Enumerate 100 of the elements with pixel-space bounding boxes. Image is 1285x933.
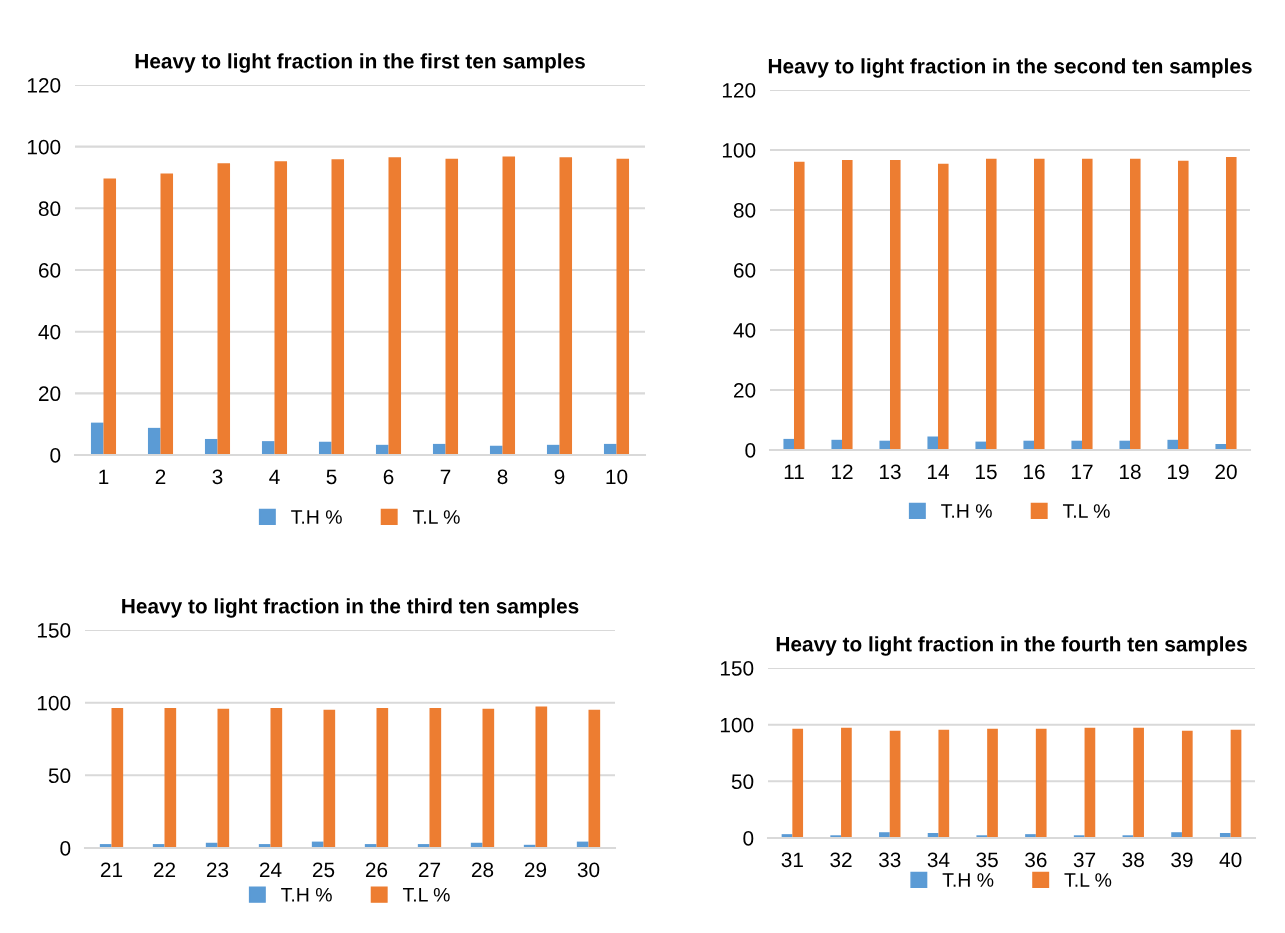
bar	[546, 444, 560, 455]
x-tick-label: 40	[1219, 852, 1242, 868]
x-tick-label: 7	[440, 469, 451, 484]
bar	[445, 158, 459, 455]
bar	[588, 709, 601, 848]
x-tick-label: 2	[155, 469, 166, 484]
y-tick-label: 0	[743, 831, 754, 846]
x-tick-label: 16	[1024, 464, 1045, 480]
x-tick-label: 3	[212, 469, 223, 485]
bar	[938, 163, 949, 450]
bar	[1167, 439, 1178, 450]
legend-label: T.L %	[412, 510, 460, 524]
x-tick-label: 25	[312, 862, 335, 878]
y-tick-label: 40	[733, 323, 756, 338]
bar	[831, 439, 842, 450]
y-tick-label: 80	[733, 203, 756, 218]
chart-title: Heavy to light fraction in the fourth ten samples	[776, 636, 1247, 656]
bar	[842, 159, 853, 450]
bar	[90, 422, 104, 455]
x-tick-label: 24	[259, 862, 282, 877]
bar	[986, 158, 997, 450]
bar	[889, 730, 901, 838]
y-tick-label: 0	[745, 443, 756, 458]
x-tick-label: 10	[606, 469, 628, 485]
x-tick-label: 32	[830, 852, 852, 868]
chart-title: Heavy to light fraction in the first ten samples	[135, 53, 585, 73]
bar	[1226, 156, 1237, 450]
bar	[261, 441, 275, 455]
x-tick-label: 22	[153, 862, 176, 877]
x-tick-label: 20	[1215, 464, 1237, 480]
chart-title: Heavy to light fraction in the third ten samples	[122, 598, 579, 618]
bar	[616, 158, 630, 455]
x-tick-label: 12	[832, 464, 853, 479]
bar	[323, 709, 336, 848]
bar	[559, 157, 573, 455]
bar	[603, 443, 617, 455]
legend-label: T.H %	[291, 510, 342, 524]
x-tick-label: 9	[554, 469, 565, 485]
y-tick-label: 60	[734, 263, 756, 278]
y-tick-label: 120	[722, 83, 756, 98]
y-tick-label: 150	[37, 623, 71, 638]
bar	[1071, 440, 1082, 450]
bar	[429, 707, 442, 848]
y-tick-label: 120	[27, 78, 61, 93]
x-tick-label: 39	[1171, 852, 1193, 868]
bar	[535, 706, 548, 848]
y-tick-label: 0	[60, 841, 71, 856]
bar	[890, 159, 901, 450]
bar	[274, 161, 288, 455]
x-tick-label: 38	[1122, 852, 1144, 868]
bar	[1082, 158, 1093, 450]
bar	[502, 156, 516, 455]
y-tick-label: 20	[733, 383, 756, 398]
x-tick-label: 37	[1073, 852, 1096, 868]
legend-label: T.H %	[281, 888, 332, 902]
bar	[927, 436, 938, 450]
x-tick-label: 11	[784, 464, 804, 479]
x-tick-label: 13	[880, 464, 901, 480]
y-tick-label: 80	[38, 201, 61, 217]
legend-label: T.L %	[1064, 873, 1112, 887]
bar	[792, 728, 804, 838]
x-tick-label: 27	[418, 862, 441, 877]
bar	[482, 708, 495, 848]
bar	[375, 444, 389, 455]
x-tick-label: 28	[471, 862, 494, 878]
x-tick-label: 36	[1025, 852, 1047, 868]
x-tick-label: 21	[100, 862, 123, 877]
legend-label: T.H %	[941, 504, 992, 518]
x-tick-label: 35	[976, 852, 998, 868]
x-tick-label: 30	[577, 862, 600, 878]
bar	[794, 161, 805, 450]
x-tick-label: 6	[383, 469, 394, 485]
y-tick-label: 0	[50, 448, 61, 463]
bar	[1178, 160, 1189, 450]
bar	[432, 443, 446, 455]
y-tick-label: 20	[38, 386, 61, 402]
legend-label: T.L %	[402, 888, 450, 902]
bar	[1035, 728, 1047, 838]
bar	[1133, 727, 1144, 838]
y-tick-label: 40	[38, 324, 61, 340]
y-tick-label: 100	[720, 717, 754, 733]
y-tick-label: 50	[48, 768, 71, 784]
bar	[1130, 158, 1141, 450]
x-tick-label: 31	[781, 852, 803, 868]
bar	[164, 707, 177, 848]
x-tick-label: 34	[927, 852, 950, 868]
bar	[987, 728, 998, 838]
bar	[217, 708, 230, 848]
x-tick-label: 26	[365, 862, 388, 878]
bar	[1034, 158, 1045, 450]
legend-label: T.H %	[942, 873, 994, 887]
x-tick-label: 5	[326, 469, 337, 485]
x-tick-label: 33	[878, 852, 901, 868]
bar	[376, 707, 389, 848]
x-tick-label: 19	[1168, 464, 1189, 480]
bar	[1181, 730, 1193, 838]
x-tick-label: 1	[99, 469, 109, 484]
y-tick-label: 100	[722, 143, 756, 158]
x-tick-label: 15	[976, 464, 997, 480]
bar	[879, 440, 890, 450]
